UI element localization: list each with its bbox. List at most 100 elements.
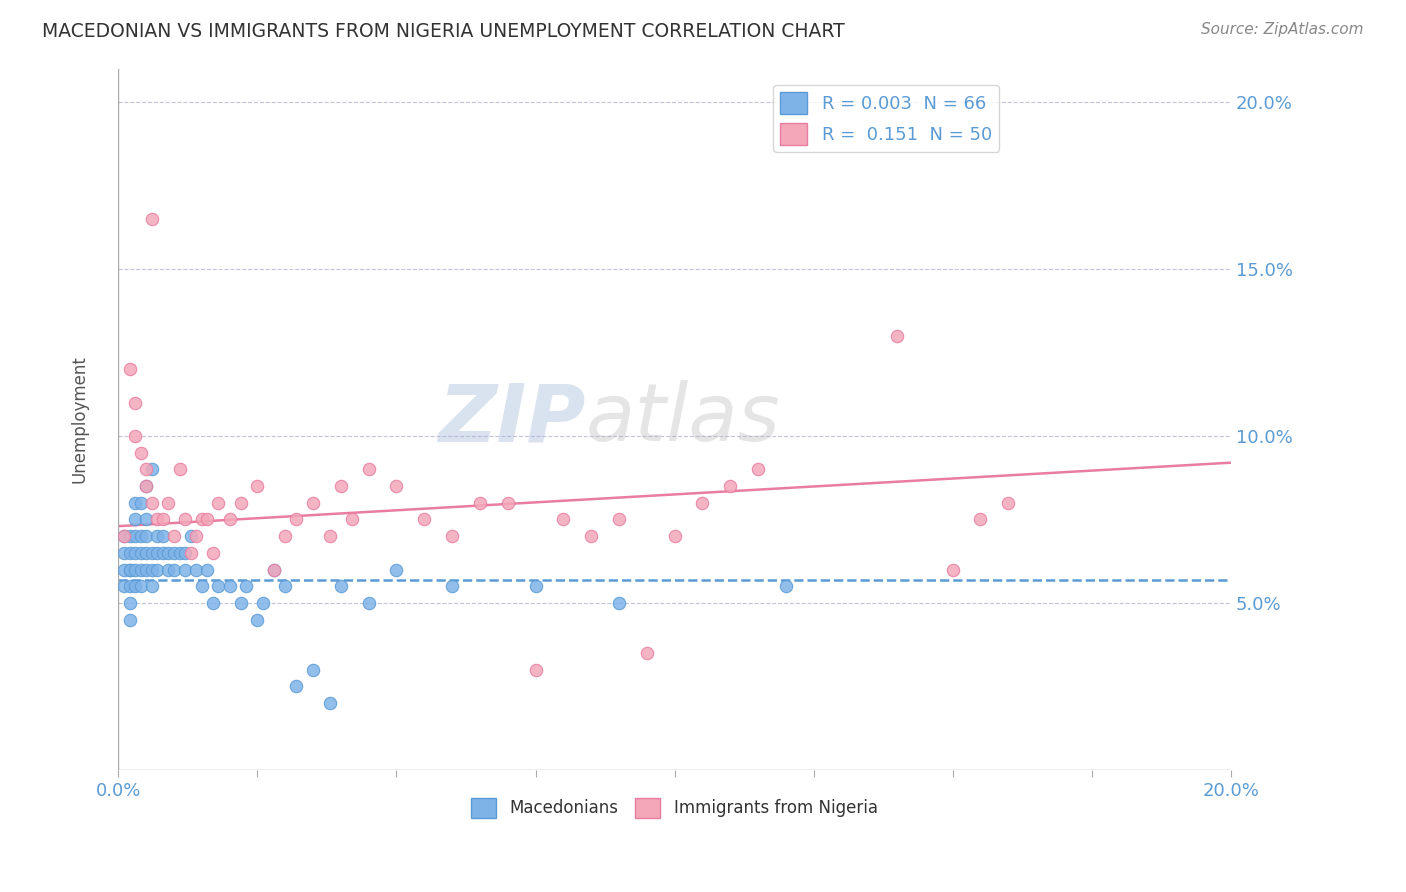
Point: [174, 546, 197, 560]
Point: [441, 529, 464, 543]
Point: [191, 512, 214, 526]
Point: [129, 445, 152, 459]
Point: [195, 563, 218, 577]
Point: [180, 546, 202, 560]
Point: [886, 328, 908, 343]
Point: [174, 512, 197, 526]
Point: [118, 546, 141, 560]
Point: [997, 496, 1019, 510]
Point: [135, 462, 157, 476]
Point: [141, 462, 163, 476]
Point: [141, 579, 163, 593]
Point: [201, 596, 224, 610]
Point: [340, 512, 363, 526]
Point: [152, 546, 174, 560]
Point: [969, 512, 991, 526]
Point: [246, 479, 269, 493]
Point: [124, 563, 146, 577]
Point: [201, 546, 224, 560]
Point: [229, 596, 252, 610]
Point: [252, 596, 274, 610]
Point: [636, 646, 658, 660]
Point: [141, 563, 163, 577]
Point: [174, 563, 197, 577]
Point: [441, 579, 464, 593]
Point: [246, 613, 269, 627]
Point: [180, 529, 202, 543]
Point: [135, 546, 157, 560]
Point: [112, 529, 135, 543]
Point: [129, 496, 152, 510]
Point: [329, 479, 352, 493]
Point: [118, 563, 141, 577]
Point: [747, 462, 769, 476]
Point: [124, 429, 146, 443]
Point: [385, 479, 408, 493]
Point: [942, 563, 965, 577]
Point: [357, 462, 380, 476]
Point: [607, 512, 630, 526]
Point: [135, 529, 157, 543]
Point: [152, 512, 174, 526]
Point: [263, 563, 285, 577]
Point: [775, 579, 797, 593]
Point: [157, 563, 180, 577]
Point: [229, 496, 252, 510]
Point: [169, 546, 191, 560]
Point: [664, 529, 686, 543]
Point: [607, 596, 630, 610]
Point: [112, 579, 135, 593]
Point: [329, 579, 352, 593]
Point: [146, 546, 169, 560]
Text: MACEDONIAN VS IMMIGRANTS FROM NIGERIA UNEMPLOYMENT CORRELATION CHART: MACEDONIAN VS IMMIGRANTS FROM NIGERIA UN…: [42, 22, 845, 41]
Point: [141, 211, 163, 226]
Point: [692, 496, 714, 510]
Legend: Macedonians, Immigrants from Nigeria: Macedonians, Immigrants from Nigeria: [465, 791, 884, 825]
Point: [157, 546, 180, 560]
Point: [124, 579, 146, 593]
Point: [141, 546, 163, 560]
Point: [152, 529, 174, 543]
Point: [124, 512, 146, 526]
Point: [157, 496, 180, 510]
Point: [195, 512, 218, 526]
Point: [163, 529, 186, 543]
Point: [186, 563, 208, 577]
Text: ZIP: ZIP: [439, 380, 585, 458]
Point: [135, 563, 157, 577]
Point: [218, 512, 240, 526]
Point: [496, 496, 519, 510]
Point: [135, 512, 157, 526]
Point: [141, 496, 163, 510]
Point: [112, 563, 135, 577]
Point: [274, 579, 297, 593]
Point: [146, 512, 169, 526]
Point: [235, 579, 257, 593]
Point: [553, 512, 575, 526]
Point: [112, 529, 135, 543]
Point: [118, 529, 141, 543]
Point: [468, 496, 491, 510]
Point: [163, 546, 186, 560]
Point: [129, 563, 152, 577]
Point: [118, 362, 141, 376]
Point: [112, 546, 135, 560]
Point: [124, 395, 146, 409]
Point: [524, 663, 547, 677]
Text: Unemployment: Unemployment: [70, 355, 89, 483]
Point: [385, 563, 408, 577]
Point: [207, 579, 229, 593]
Point: [285, 680, 308, 694]
Text: atlas: atlas: [585, 380, 780, 458]
Point: [319, 529, 342, 543]
Point: [146, 563, 169, 577]
Point: [413, 512, 436, 526]
Point: [124, 546, 146, 560]
Point: [124, 529, 146, 543]
Point: [579, 529, 602, 543]
Point: [191, 579, 214, 593]
Point: [129, 546, 152, 560]
Point: [263, 563, 285, 577]
Point: [169, 462, 191, 476]
Point: [207, 496, 229, 510]
